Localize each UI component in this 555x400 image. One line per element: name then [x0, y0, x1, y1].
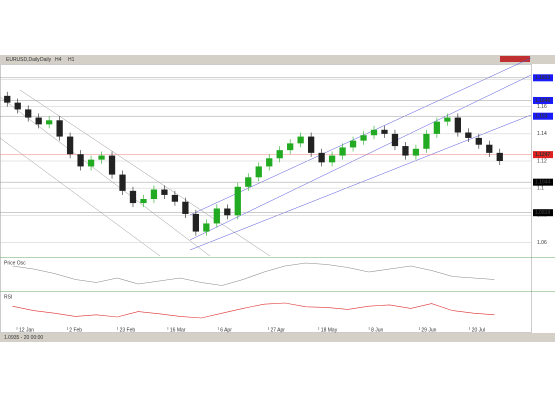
x-tick-label: 16 Mar	[170, 327, 186, 333]
price-label: 1.1646	[535, 98, 551, 104]
candle-body	[465, 132, 472, 138]
candle-body	[287, 143, 294, 151]
candle-body	[266, 158, 273, 167]
toolbar-item[interactable]: H4	[55, 57, 62, 63]
price-label: 1.1044	[535, 179, 551, 185]
candle-body	[486, 144, 493, 153]
trendline	[189, 114, 532, 251]
candle-body	[307, 136, 315, 153]
candle-body	[35, 117, 42, 125]
y-tick-label: 1.14	[537, 131, 547, 137]
x-tick-label: 29 Jun	[421, 327, 436, 333]
candle-body	[412, 148, 420, 156]
candle-body	[224, 208, 231, 216]
y-tick-label: 1.16	[537, 104, 547, 110]
price-label-box	[533, 209, 553, 217]
candle-body	[454, 117, 461, 133]
candle-body	[255, 166, 262, 178]
x-tick-label: 27 Apr	[271, 327, 286, 333]
price-label-box	[533, 178, 553, 186]
price-label-box	[533, 96, 553, 104]
x-tick-label: 20 Jul	[472, 327, 485, 333]
x-tick-label: 12 Jan	[19, 327, 34, 333]
trendline	[0, 96, 211, 257]
trendline	[19, 89, 271, 257]
x-tick-label: 8 Jun	[371, 327, 383, 333]
candle-body	[496, 152, 503, 161]
candle-body	[171, 194, 179, 202]
toolbar-button[interactable]	[500, 56, 530, 62]
pane-label: Price Osc	[4, 260, 26, 266]
candle-body	[192, 213, 200, 232]
candle-body	[213, 208, 220, 224]
candle-body	[349, 140, 357, 148]
y-tick-label: 1.12	[537, 158, 547, 164]
candle-body	[381, 129, 388, 134]
candle-body	[433, 121, 441, 134]
toolbar-item[interactable]: H1	[68, 57, 75, 63]
x-tick-label: 2 Feb	[69, 327, 82, 333]
x-tick-label: 6 Apr	[220, 327, 232, 333]
candle-body	[234, 186, 241, 216]
candle-body	[98, 155, 105, 160]
price-label-box	[533, 112, 553, 120]
candle-body	[423, 133, 430, 149]
price-label-box	[533, 74, 553, 82]
candle-body	[66, 136, 74, 155]
candle-body	[46, 120, 53, 125]
candle-body	[108, 155, 116, 175]
candle-body	[370, 129, 378, 136]
candle-body	[77, 154, 84, 167]
price-label: 1.0819	[535, 210, 551, 216]
candle-body	[276, 150, 283, 159]
candle-body	[328, 155, 336, 163]
price-label: 1.1813	[535, 75, 551, 81]
status-bar	[0, 333, 555, 342]
candle-body	[56, 120, 63, 137]
candle-body	[475, 137, 482, 145]
candle-body	[87, 159, 95, 167]
candle-body	[150, 189, 158, 199]
x-tick-label: 18 May	[321, 327, 338, 333]
price-label-box	[533, 151, 553, 159]
pane-label: RSI	[4, 294, 12, 300]
indicator-line	[12, 262, 495, 286]
candle-body	[444, 117, 451, 122]
candle-body	[297, 136, 304, 144]
candle-body	[391, 133, 399, 147]
indicator-line	[12, 302, 495, 319]
toolbar-item[interactable]: Daily	[40, 57, 52, 63]
candle-body	[4, 95, 11, 103]
candle-body	[129, 190, 137, 204]
y-tick-label: 1.1	[537, 185, 544, 191]
candle-body	[14, 102, 21, 110]
y-tick-label: 1.06	[537, 240, 547, 246]
x-tick-label: 23 Feb	[120, 327, 136, 333]
trendline	[0, 137, 161, 257]
candle-body	[402, 146, 409, 156]
window-title: EURUSD,Daily	[6, 57, 40, 63]
candle-body	[25, 109, 32, 118]
plot-frame	[0, 64, 532, 333]
candle-body	[245, 177, 252, 187]
price-label: 1.1247	[535, 152, 551, 158]
price-label: 1.153	[535, 114, 548, 120]
candle-body	[203, 223, 210, 232]
toolbar	[0, 55, 555, 64]
candle-body	[360, 135, 367, 141]
status-text: 1.0935 - 20 00:00	[4, 335, 43, 341]
candle-body	[318, 152, 325, 163]
candle-body	[339, 147, 346, 156]
candle-body	[161, 189, 168, 195]
candle-body	[119, 174, 126, 191]
candle-body	[140, 199, 147, 204]
candle-body	[182, 201, 189, 214]
